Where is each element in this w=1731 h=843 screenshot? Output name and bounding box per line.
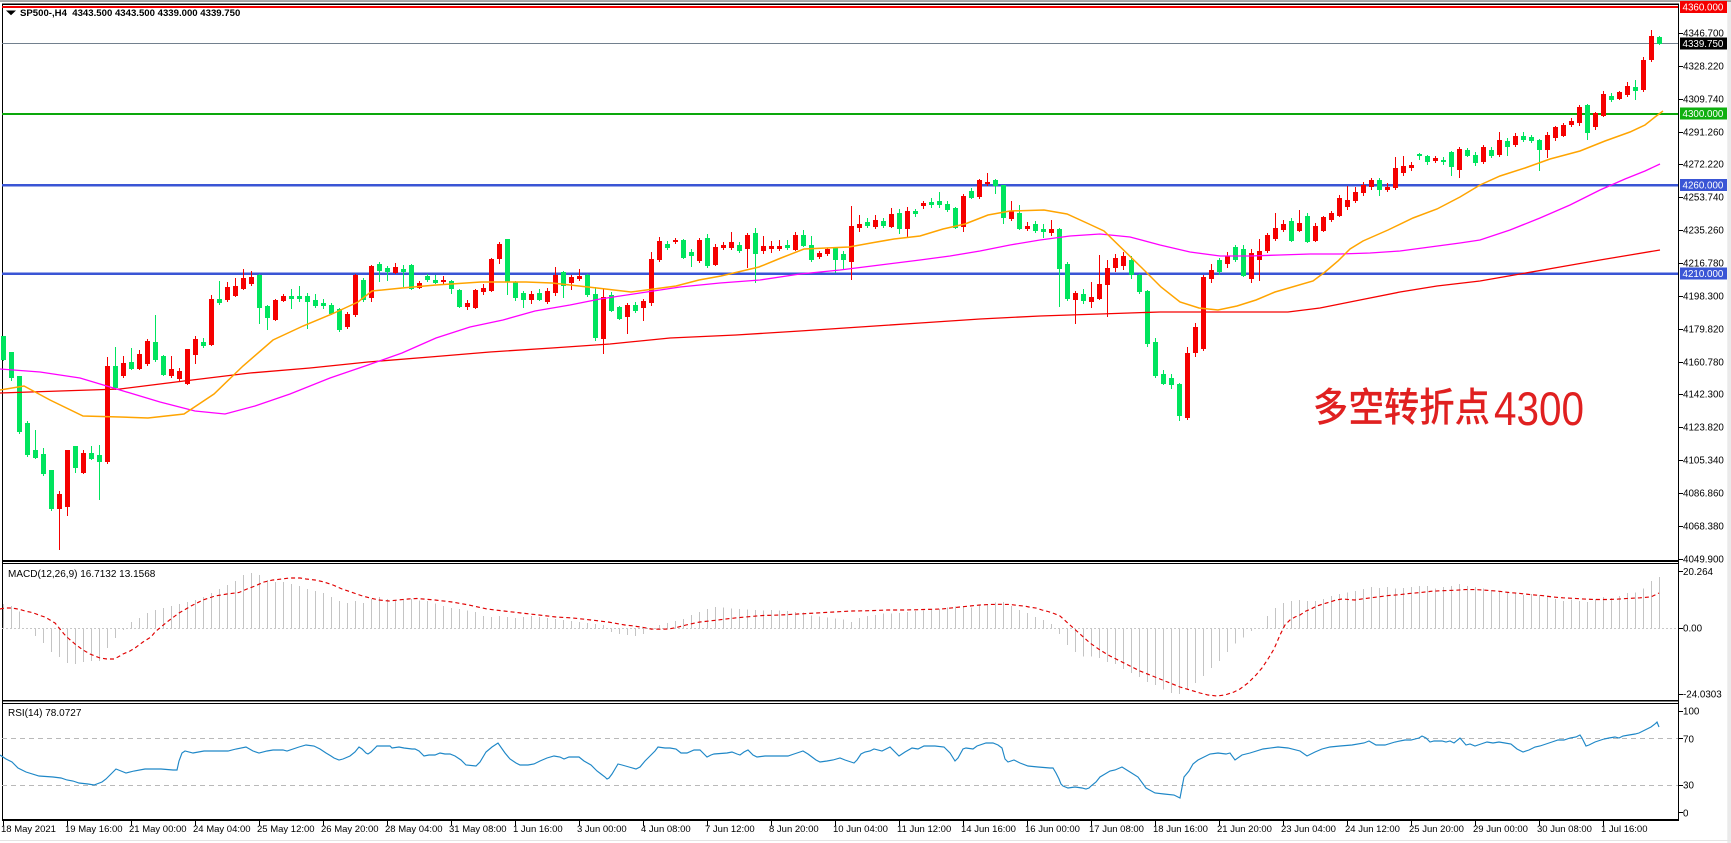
svg-text:4360.000: 4360.000: [1683, 3, 1724, 14]
svg-text:4179.820: 4179.820: [1683, 325, 1724, 336]
svg-text:4210.000: 4210.000: [1683, 269, 1724, 280]
svg-text:4068.380: 4068.380: [1683, 522, 1724, 533]
svg-text:4300.000: 4300.000: [1683, 109, 1724, 120]
svg-text:100: 100: [1683, 707, 1700, 718]
svg-text:4235.260: 4235.260: [1683, 226, 1724, 237]
svg-text:4086.860: 4086.860: [1683, 489, 1724, 500]
svg-text:21 Jun 20:00: 21 Jun 20:00: [1217, 824, 1272, 835]
svg-text:RSI(14) 78.0727: RSI(14) 78.0727: [8, 708, 82, 719]
svg-text:4216.780: 4216.780: [1683, 259, 1724, 270]
svg-text:17 Jun 08:00: 17 Jun 08:00: [1089, 824, 1144, 835]
svg-text:30 Jun 08:00: 30 Jun 08:00: [1537, 824, 1592, 835]
svg-text:4253.740: 4253.740: [1683, 193, 1724, 204]
svg-text:4142.300: 4142.300: [1683, 390, 1724, 401]
svg-text:0: 0: [1683, 809, 1689, 820]
svg-text:4160.780: 4160.780: [1683, 358, 1724, 369]
svg-text:4300: 4300: [1494, 382, 1584, 435]
svg-text:18 May 2021: 18 May 2021: [1, 824, 56, 835]
svg-text:-24.0303: -24.0303: [1683, 690, 1722, 701]
svg-text:4309.740: 4309.740: [1683, 95, 1724, 106]
svg-text:14 Jun 16:00: 14 Jun 16:00: [961, 824, 1016, 835]
svg-text:0.00: 0.00: [1683, 624, 1703, 635]
svg-text:29 Jun 00:00: 29 Jun 00:00: [1473, 824, 1528, 835]
svg-text:4123.820: 4123.820: [1683, 423, 1724, 434]
svg-text:4198.300: 4198.300: [1683, 292, 1724, 303]
svg-text:21 May 00:00: 21 May 00:00: [129, 824, 187, 835]
svg-text:19 May 16:00: 19 May 16:00: [65, 824, 123, 835]
svg-text:11 Jun 12:00: 11 Jun 12:00: [897, 824, 951, 835]
svg-text:4339.750: 4339.750: [1683, 39, 1724, 50]
svg-text:23 Jun 04:00: 23 Jun 04:00: [1281, 824, 1336, 835]
svg-text:3 Jun 00:00: 3 Jun 00:00: [577, 824, 627, 835]
svg-text:24 May 04:00: 24 May 04:00: [193, 824, 251, 835]
svg-text:31 May 08:00: 31 May 08:00: [449, 824, 507, 835]
svg-text:MACD(12,26,9) 16.7132 13.1568: MACD(12,26,9) 16.7132 13.1568: [8, 569, 156, 580]
svg-text:1 Jul 16:00: 1 Jul 16:00: [1601, 824, 1647, 835]
svg-text:4291.260: 4291.260: [1683, 128, 1724, 139]
svg-text:4272.220: 4272.220: [1683, 160, 1724, 171]
svg-text:30: 30: [1683, 781, 1694, 792]
svg-text:4105.340: 4105.340: [1683, 456, 1724, 467]
svg-text:10 Jun 04:00: 10 Jun 04:00: [833, 824, 888, 835]
svg-text:24 Jun 12:00: 24 Jun 12:00: [1345, 824, 1400, 835]
svg-text:8 Jun 20:00: 8 Jun 20:00: [769, 824, 819, 835]
svg-text:25 Jun 20:00: 25 Jun 20:00: [1409, 824, 1464, 835]
svg-text:4260.000: 4260.000: [1683, 181, 1724, 192]
svg-text:4049.900: 4049.900: [1683, 555, 1724, 566]
svg-text:1 Jun 16:00: 1 Jun 16:00: [513, 824, 563, 835]
svg-text:7 Jun 12:00: 7 Jun 12:00: [705, 824, 755, 835]
svg-text:26 May 20:00: 26 May 20:00: [321, 824, 379, 835]
svg-text:4328.220: 4328.220: [1683, 62, 1724, 73]
svg-text:28 May 04:00: 28 May 04:00: [385, 824, 443, 835]
svg-text:25 May 12:00: 25 May 12:00: [257, 824, 315, 835]
svg-text:70: 70: [1683, 735, 1694, 746]
svg-text:4 Jun 08:00: 4 Jun 08:00: [641, 824, 691, 835]
svg-text:4346.700: 4346.700: [1683, 29, 1724, 40]
svg-text:20.264: 20.264: [1683, 567, 1714, 578]
svg-text:SP500-,H4 4343.500 4343.500 4: SP500-,H4 4343.500 4343.500 4339.000 433…: [20, 8, 240, 19]
svg-text:18 Jun 16:00: 18 Jun 16:00: [1153, 824, 1208, 835]
svg-text:16 Jun 00:00: 16 Jun 00:00: [1025, 824, 1080, 835]
